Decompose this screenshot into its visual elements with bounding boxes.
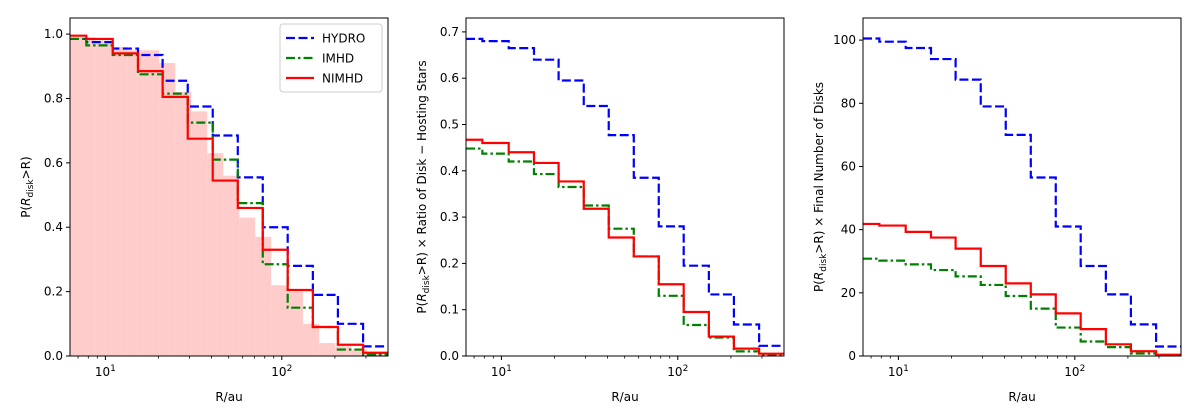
histogram-bar [191,111,208,356]
histogram-bar [286,291,304,356]
histogram-bar [271,285,287,356]
series-hydro-line [70,37,388,348]
y-tick-label: 0.3 [440,210,459,224]
x-axis-label: R/au [611,390,638,404]
histogram-bar [303,323,320,356]
x-tick-label: 101 [491,364,512,379]
y-tick-label: 0.8 [44,91,63,105]
y-tick-label: 0.4 [44,220,63,234]
y-tick-label: 0.1 [440,303,459,317]
axes-frame [862,17,1182,357]
series-hydro-line [466,37,784,347]
y-tick-label: 0 [848,349,856,363]
y-tick-label: 40 [841,223,856,237]
plot-area [70,34,388,356]
plot-area [863,37,1181,356]
y-tick-label: 0.2 [440,256,459,270]
y-axis-label: P(Rdisk>R) [19,156,36,217]
histogram-bar [159,63,176,356]
x-tick-label: 102 [271,364,292,379]
y-tick-label: 20 [841,286,856,300]
series-nimhd-line [70,34,388,354]
x-tick-label: 102 [1064,364,1085,379]
y-tick-label: 0.6 [440,71,459,85]
y-tick-label: 0.0 [44,349,63,363]
histogram-bar [335,346,352,356]
legend-label-hydro: HYDRO [322,32,365,46]
y-tick-label: 0.0 [440,349,459,363]
series-nimhd-line [466,138,784,355]
histogram-bar [319,343,336,356]
histogram-bar [255,236,272,356]
y-tick-label: 60 [841,159,856,173]
x-tick-label: 101 [95,364,116,379]
y-tick-label: 0.6 [44,156,63,170]
histogram-bar [351,349,368,356]
legend-label-nimhd: NIMHD [322,72,363,86]
y-tick-label: 100 [833,33,856,47]
panel-probability-times-number: 0 20 40 60 80 100 101 102 R/au P(Rdisk>R) × Final… [812,17,1182,404]
legend-label-imhd: IMHD [322,52,354,66]
histogram-bar [111,46,128,356]
x-tick-label: 102 [667,364,688,379]
series-imhd-line [70,37,388,356]
histogram-bar [70,37,96,356]
legend: HYDRO IMHD NIMHD [279,23,383,93]
y-tick-label: 0.7 [440,25,459,39]
histogram-bar [175,92,192,356]
histogram-bar [239,217,256,356]
panel-cumulative-probability: 0.0 0.2 0.4 0.6 0.8 1.0 101 102 R/au P(Rdisk>R) HY… [19,17,389,404]
histogram-bar [223,175,240,356]
series-nimhd-line [863,222,1181,356]
histogram-bar [143,50,160,356]
x-axis-label: R/au [1008,390,1035,404]
y-tick-label: 1.0 [44,27,63,41]
y-tick-label: 80 [841,96,856,110]
y-axis-label: P(Rdisk>R) × Final Number of Disks [812,82,829,292]
axes-frame [465,17,785,357]
y-tick-label: 0.2 [44,285,63,299]
series-imhd-line [863,257,1181,356]
x-tick-label: 101 [888,364,909,379]
y-tick-label: 0.5 [440,117,459,131]
x-axis-label: R/au [215,390,242,404]
histogram-bar [95,40,112,356]
y-axis-label: P(Rdisk>R) × Ratio of Disk − Hosting Sta… [415,60,432,313]
legend-box [279,23,383,93]
series-imhd-line [466,147,784,356]
y-tick-label: 0.4 [440,164,459,178]
histogram-bar [127,50,144,356]
series-hydro-line [863,37,1181,348]
histogram-bar [207,153,224,356]
panel-probability-times-ratio: 0.0 0.1 0.2 0.3 0.4 0.5 0.6 0.7 101 102 R/au P(Rdis… [415,17,785,404]
plot-area [466,37,784,356]
